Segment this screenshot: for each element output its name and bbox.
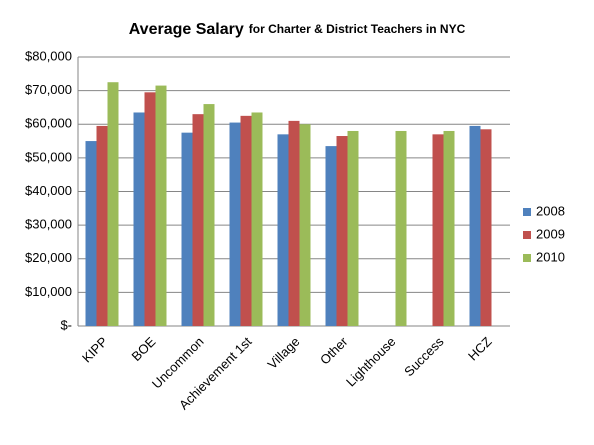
chart-title: Average Salary for Charter & District Tea…	[129, 21, 466, 38]
y-tick-label: $40,000	[25, 183, 72, 198]
bar	[395, 130, 407, 326]
bar	[181, 132, 193, 326]
y-tick-label: $50,000	[25, 149, 72, 164]
y-tick-label: $10,000	[25, 284, 72, 299]
bar	[229, 122, 241, 326]
bar	[469, 125, 481, 327]
bar	[480, 129, 492, 326]
title-sub: for Charter & District Teachers in NYC	[249, 22, 466, 36]
bar	[85, 141, 97, 326]
y-tick-label: $60,000	[25, 116, 72, 131]
legend-label: 2009	[536, 226, 565, 241]
title-main: Average Salary	[129, 21, 244, 38]
y-tick-label: $80,000	[25, 48, 72, 63]
legend-label: 2008	[536, 203, 565, 218]
bar	[107, 82, 119, 326]
bar	[133, 112, 145, 326]
bar	[336, 136, 348, 326]
y-tick-label: $-	[60, 317, 72, 332]
y-tick-label: $30,000	[25, 217, 72, 232]
bar	[155, 85, 167, 326]
legend-swatch	[523, 231, 531, 239]
bar	[299, 124, 311, 326]
bar	[347, 130, 359, 326]
bar	[144, 92, 156, 327]
bar	[432, 134, 444, 326]
bar	[325, 146, 337, 326]
y-tick-label: $20,000	[25, 250, 72, 265]
bar	[96, 125, 108, 327]
bar	[240, 115, 252, 326]
legend-swatch	[523, 254, 531, 262]
legend-label: 2010	[536, 249, 565, 264]
bar	[192, 114, 204, 326]
bar	[277, 134, 289, 326]
bar	[251, 112, 263, 326]
bar	[203, 104, 215, 326]
legend-swatch	[523, 208, 531, 216]
y-tick-label: $70,000	[25, 82, 72, 97]
bar	[443, 130, 455, 326]
bar	[288, 120, 300, 326]
